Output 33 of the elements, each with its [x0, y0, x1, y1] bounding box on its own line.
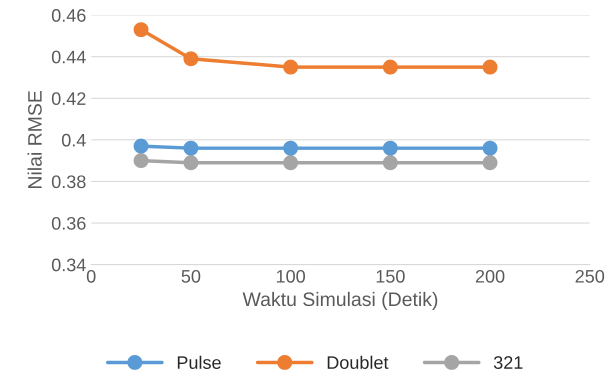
legend-label: 321 — [494, 356, 522, 369]
point — [382, 60, 398, 75]
point — [382, 155, 398, 170]
y-tick-label: 0.46 — [52, 9, 86, 22]
point — [183, 155, 198, 170]
y-tick-label: 0.38 — [52, 175, 86, 188]
y-tick-label: 0.42 — [52, 92, 86, 105]
point — [283, 140, 298, 156]
point — [134, 138, 149, 154]
point — [283, 155, 298, 170]
y-tick-label: 0.34 — [52, 258, 86, 272]
x-tick-label: 100 — [276, 270, 305, 283]
x-tick-label: 250 — [576, 270, 604, 283]
x-axis-title: Waktu Simulasi (Detik) — [242, 292, 438, 310]
y-tick-label: 0.36 — [52, 216, 86, 230]
y-tick-label: 0.4 — [62, 134, 86, 147]
x-tick-label: 0 — [86, 270, 96, 283]
point — [134, 22, 149, 38]
point — [482, 60, 498, 75]
point — [482, 140, 498, 156]
legend-label: Doublet — [328, 356, 388, 369]
point — [183, 140, 198, 156]
point — [283, 60, 298, 75]
x-tick-label: 50 — [182, 270, 200, 283]
legend-label: Pulse — [178, 356, 221, 369]
point — [482, 155, 498, 170]
y-axis-title: Nilai RMSE — [28, 90, 42, 188]
x-tick-label: 150 — [376, 270, 405, 283]
x-tick-label: 200 — [476, 270, 504, 283]
point — [134, 153, 149, 168]
y-tick-label: 0.44 — [52, 50, 86, 64]
point — [183, 51, 198, 66]
point — [382, 140, 398, 156]
